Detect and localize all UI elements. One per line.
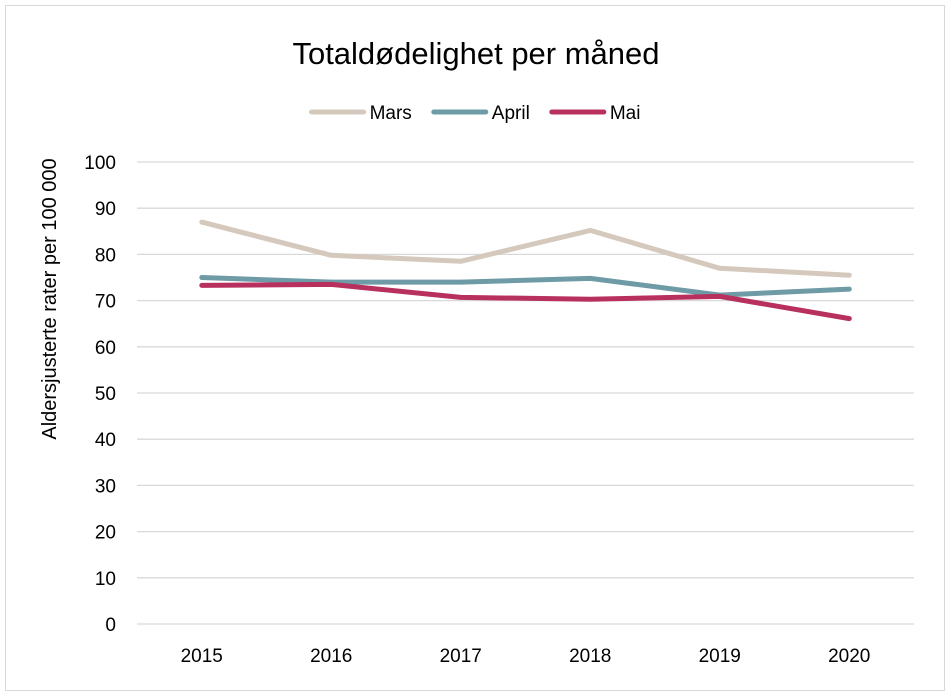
gridlines bbox=[137, 161, 914, 625]
chart-frame: Totaldødelighet per måned Mars April Mai A… bbox=[5, 5, 945, 691]
y-tick-labels: 0 10 20 30 40 50 60 70 80 90 100 bbox=[84, 153, 116, 636]
line-chart: Totaldødelighet per måned Mars April Mai A… bbox=[39, 36, 914, 667]
x-tick-label: 2019 bbox=[699, 646, 741, 667]
y-tick-label: 50 bbox=[95, 384, 116, 405]
y-tick-label: 0 bbox=[105, 615, 116, 636]
x-tick-label: 2015 bbox=[181, 646, 223, 667]
y-tick-label: 10 bbox=[95, 569, 116, 590]
y-tick-label: 100 bbox=[84, 153, 116, 174]
x-tick-labels: 2015 2016 2017 2018 2019 2020 bbox=[181, 646, 871, 667]
x-tick-label: 2017 bbox=[440, 646, 482, 667]
chart-title: Totaldødelighet per måned bbox=[292, 36, 659, 71]
y-tick-label: 40 bbox=[95, 430, 116, 451]
series-line-mai bbox=[199, 281, 852, 322]
series-line-mars bbox=[199, 219, 852, 278]
x-tick-label: 2018 bbox=[569, 646, 611, 667]
y-tick-label: 60 bbox=[95, 338, 116, 359]
x-tick-label: 2016 bbox=[310, 646, 352, 667]
y-tick-label: 70 bbox=[95, 292, 116, 313]
legend-label: Mars bbox=[370, 103, 412, 124]
y-tick-label: 90 bbox=[95, 199, 116, 220]
y-tick-label: 80 bbox=[95, 245, 116, 266]
x-tick-label: 2020 bbox=[828, 646, 870, 667]
legend: Mars April Mai bbox=[309, 103, 641, 124]
y-tick-label: 30 bbox=[95, 476, 116, 497]
legend-label: April bbox=[492, 103, 530, 124]
y-tick-label: 20 bbox=[95, 523, 116, 544]
y-axis-title: Aldersjusterte rater per 100 000 bbox=[39, 158, 61, 439]
series-line-april bbox=[199, 275, 852, 298]
legend-label: Mai bbox=[610, 103, 641, 124]
series-lines bbox=[199, 219, 852, 322]
